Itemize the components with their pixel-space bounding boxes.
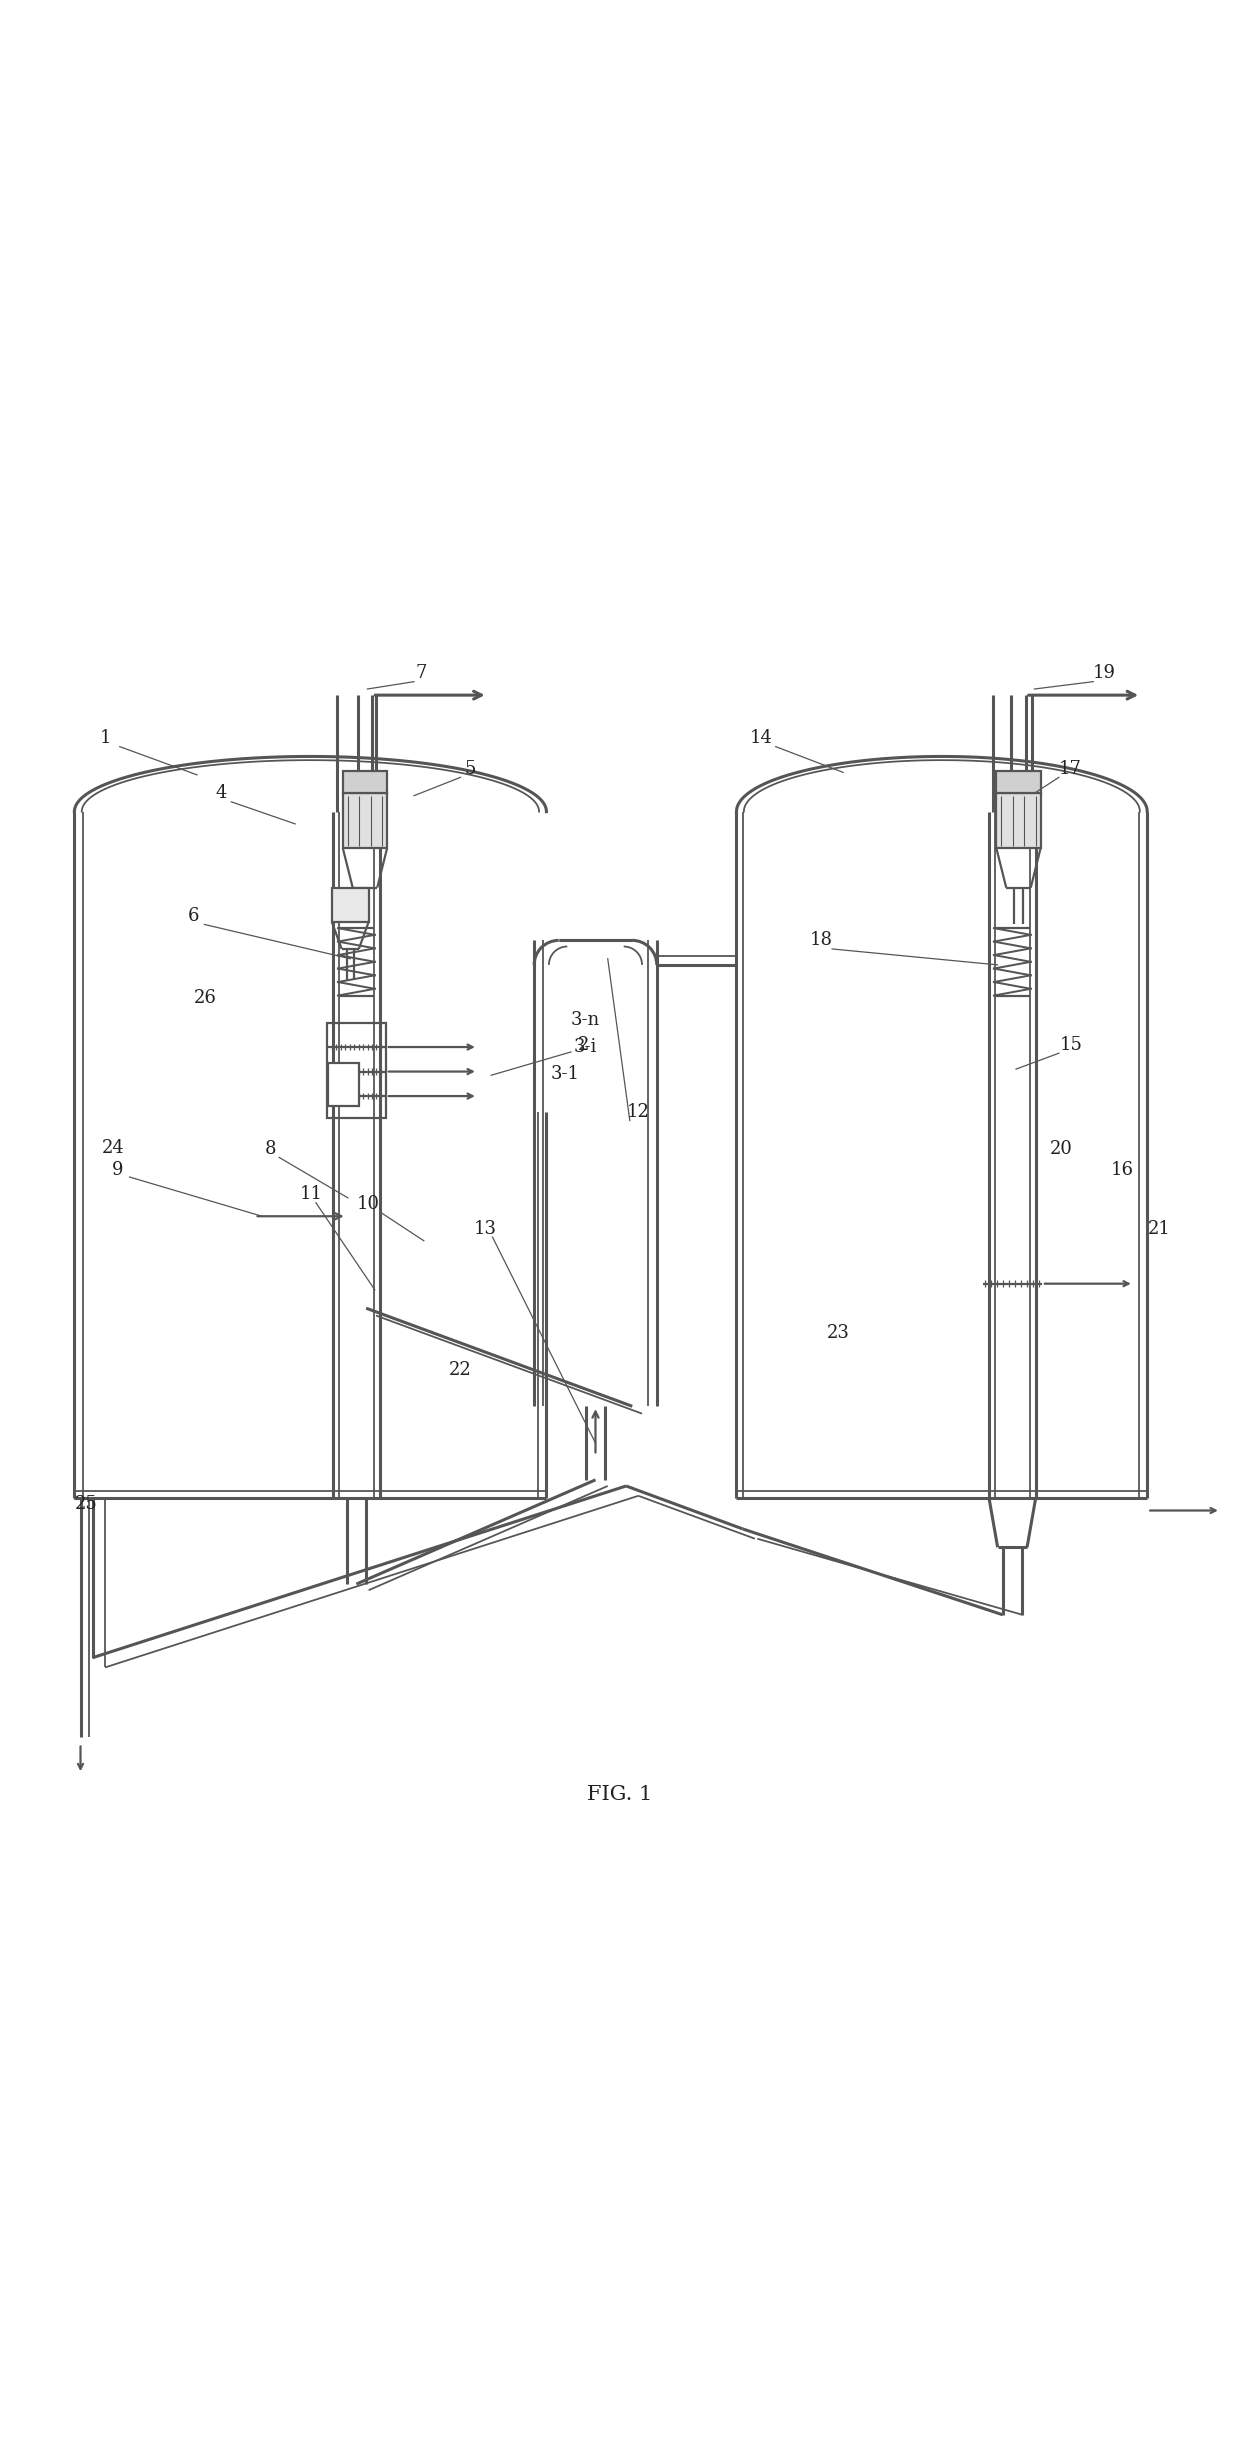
Bar: [332, 887, 368, 921]
Text: 22: 22: [449, 1361, 472, 1378]
Text: 10: 10: [357, 1194, 381, 1214]
Bar: [997, 771, 1040, 794]
Text: 3-n: 3-n: [572, 1012, 600, 1029]
Text: 17: 17: [1059, 759, 1081, 779]
Bar: [343, 771, 387, 794]
Text: 24: 24: [102, 1138, 125, 1157]
Text: 13: 13: [474, 1219, 497, 1238]
Text: 1: 1: [99, 730, 110, 747]
Text: 15: 15: [1060, 1034, 1083, 1054]
Bar: [343, 794, 387, 848]
Text: 14: 14: [749, 730, 773, 747]
Text: 7: 7: [415, 663, 427, 683]
Text: 21: 21: [1148, 1219, 1171, 1238]
Text: 5: 5: [465, 759, 476, 779]
Text: 6: 6: [187, 907, 200, 924]
Text: 11: 11: [300, 1184, 322, 1204]
Text: 9: 9: [112, 1160, 123, 1179]
Text: 23: 23: [827, 1324, 849, 1342]
Text: 25: 25: [76, 1496, 98, 1514]
Text: 18: 18: [810, 931, 832, 948]
Text: 20: 20: [1050, 1140, 1073, 1157]
Text: 4: 4: [216, 784, 227, 803]
Bar: [329, 1064, 358, 1106]
Text: 16: 16: [1111, 1160, 1135, 1179]
Text: 26: 26: [195, 990, 217, 1007]
Bar: [997, 794, 1040, 848]
Text: 8: 8: [265, 1140, 277, 1157]
Text: 12: 12: [627, 1103, 650, 1120]
Text: FIG. 1: FIG. 1: [588, 1786, 652, 1803]
Text: 3-i: 3-i: [574, 1037, 598, 1057]
Text: 19: 19: [1092, 663, 1116, 683]
Text: 3-1: 3-1: [551, 1064, 579, 1084]
Bar: [327, 1022, 386, 1118]
Text: 2: 2: [578, 1034, 589, 1054]
